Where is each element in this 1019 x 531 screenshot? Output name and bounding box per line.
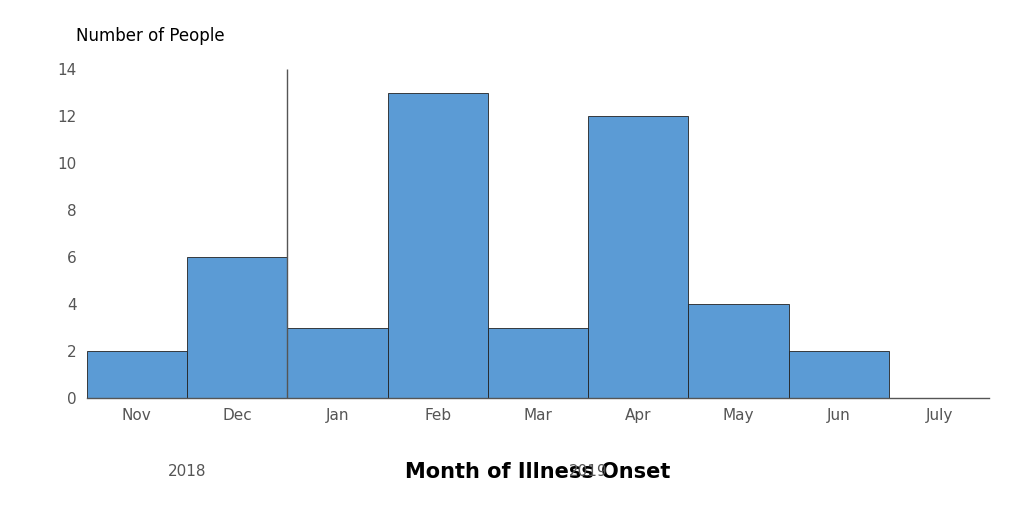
Bar <box>87 351 186 398</box>
X-axis label: Month of Illness Onset: Month of Illness Onset <box>405 462 671 482</box>
Bar <box>788 351 889 398</box>
Bar <box>186 257 287 398</box>
Text: 2019: 2019 <box>569 464 607 479</box>
Text: 2018: 2018 <box>167 464 206 479</box>
Bar <box>588 116 688 398</box>
Bar <box>487 328 588 398</box>
Bar <box>688 304 788 398</box>
Text: Number of People: Number of People <box>76 27 225 45</box>
Bar <box>287 328 387 398</box>
Bar <box>387 92 487 398</box>
